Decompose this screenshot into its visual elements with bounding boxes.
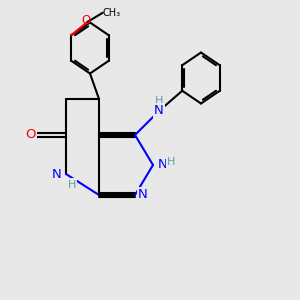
Text: N: N <box>158 158 167 172</box>
Text: H: H <box>155 95 163 106</box>
Text: CH₃: CH₃ <box>103 8 121 18</box>
Text: O: O <box>82 14 91 27</box>
Text: N: N <box>52 167 62 181</box>
Text: O: O <box>25 128 35 142</box>
Text: H: H <box>167 157 175 167</box>
Text: N: N <box>154 104 164 118</box>
Text: N: N <box>138 188 148 202</box>
Text: H: H <box>68 179 76 190</box>
